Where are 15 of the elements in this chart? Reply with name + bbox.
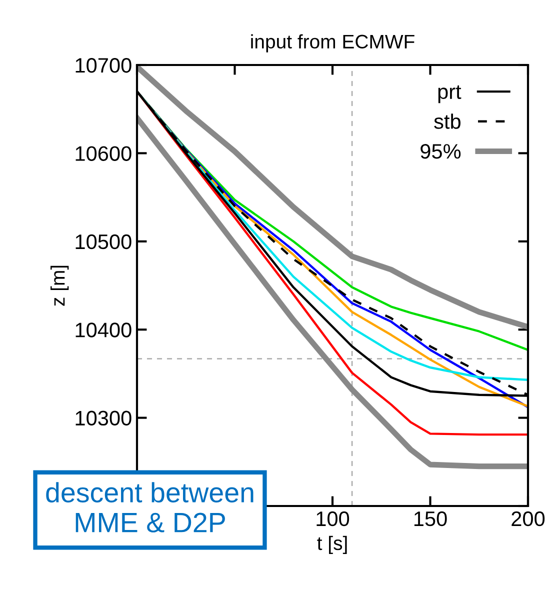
- y-tick-label: 10600: [76, 146, 132, 161]
- legend-label: 95%: [420, 144, 461, 159]
- y-tick-label: 10500: [76, 234, 132, 250]
- x-tick-label: 200: [512, 511, 545, 526]
- legend-label: prt: [438, 85, 462, 104]
- y-tick-label: 10700: [76, 58, 132, 73]
- annotation: descent between MME & D2P: [46, 482, 254, 532]
- x-tick-label: 100: [316, 511, 350, 526]
- legend-label: stb: [434, 114, 460, 129]
- chart-title: input from ECMWF: [251, 34, 414, 52]
- y-axis-title: z [m]: [50, 266, 69, 306]
- x-axis-title: t [s]: [317, 536, 347, 554]
- y-tick-label: 10400: [76, 322, 132, 338]
- x-tick-label: 150: [414, 511, 447, 526]
- y-tick-label: 10300: [76, 410, 132, 426]
